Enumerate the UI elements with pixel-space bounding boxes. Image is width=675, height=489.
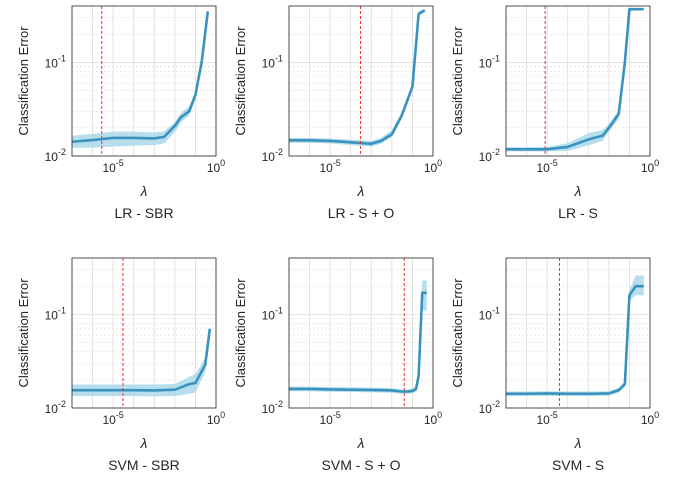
y-tick-label: 10-1 <box>45 305 66 322</box>
panel-1: 10-5 100 10-2 10-1 λ LR - SBR Classification E… <box>16 5 225 221</box>
x-tick-label: 10-5 <box>536 158 557 175</box>
panel-title: LR - SBR <box>114 205 173 221</box>
panel-6: 10-5 100 10-2 10-1 λ SVM - S Classification Er… <box>450 257 659 473</box>
x-axis-label: λ <box>140 435 148 451</box>
axes-box <box>71 257 217 409</box>
axes-box <box>288 257 434 409</box>
x-tick-label: 100 <box>641 410 659 427</box>
panel-4: 10-5 100 10-2 10-1 λ SVM - SBR Classification … <box>16 257 225 473</box>
y-tick-label: 10-2 <box>262 147 283 164</box>
plot-area <box>289 258 433 408</box>
x-axis-label: λ <box>140 183 148 199</box>
x-tick-label: 100 <box>207 158 225 175</box>
y-tick-label: 10-2 <box>479 147 500 164</box>
panel-title: LR - S + O <box>328 205 395 221</box>
x-tick-label: 100 <box>641 158 659 175</box>
plot-area <box>72 6 216 156</box>
x-tick-label: 100 <box>424 158 442 175</box>
panel-title: SVM - SBR <box>108 457 180 473</box>
mean-error-line <box>71 11 210 144</box>
panel-title: SVM - S + O <box>322 457 401 473</box>
y-axis-label: Classification Error <box>16 26 31 136</box>
x-tick-label: 10-5 <box>102 158 123 175</box>
y-axis-label: Classification Error <box>450 26 465 136</box>
mean-error-line <box>506 284 644 396</box>
x-axis-label: λ <box>357 183 365 199</box>
y-axis-label: Classification Error <box>233 26 248 136</box>
axes-box <box>505 5 651 157</box>
x-tick-label: 10-5 <box>102 410 123 427</box>
mean-error-line <box>289 9 426 146</box>
y-tick-label: 10-2 <box>45 399 66 416</box>
mean-error-line <box>72 328 212 392</box>
y-tick-label: 10-2 <box>479 399 500 416</box>
y-tick-label: 10-1 <box>262 305 283 322</box>
panel-5: 10-5 100 10-2 10-1 λ SVM - S + O Classificatio… <box>233 257 442 473</box>
y-tick-label: 10-1 <box>262 53 283 70</box>
panel-2: 10-5 100 10-2 10-1 λ LR - S + O Classification… <box>233 5 442 221</box>
x-tick-label: 100 <box>424 410 442 427</box>
y-tick-label: 10-1 <box>479 305 500 322</box>
panel-title: LR - S <box>558 205 598 221</box>
y-tick-label: 10-2 <box>45 147 66 164</box>
x-tick-label: 10-5 <box>319 158 340 175</box>
panel-title: SVM - S <box>552 457 604 473</box>
axes-box <box>505 257 651 409</box>
x-tick-label: 100 <box>207 410 225 427</box>
y-tick-label: 10-1 <box>45 53 66 70</box>
x-axis-label: λ <box>574 183 582 199</box>
panel-3: 10-5 100 10-2 10-1 λ LR - S Classification Err… <box>450 5 659 221</box>
y-tick-label: 10-2 <box>262 399 283 416</box>
y-tick-label: 10-1 <box>479 53 500 70</box>
x-axis-label: λ <box>574 435 582 451</box>
x-axis-label: λ <box>357 435 365 451</box>
axes-box <box>288 5 434 157</box>
mean-error-line <box>289 291 427 393</box>
x-tick-label: 10-5 <box>536 410 557 427</box>
y-axis-label: Classification Error <box>233 278 248 388</box>
axes-box <box>71 5 217 157</box>
y-axis-label: Classification Error <box>450 278 465 388</box>
y-axis-label: Classification Error <box>16 278 31 388</box>
x-tick-label: 10-5 <box>319 410 340 427</box>
mean-error-line <box>506 7 644 151</box>
plot-area <box>506 6 650 156</box>
